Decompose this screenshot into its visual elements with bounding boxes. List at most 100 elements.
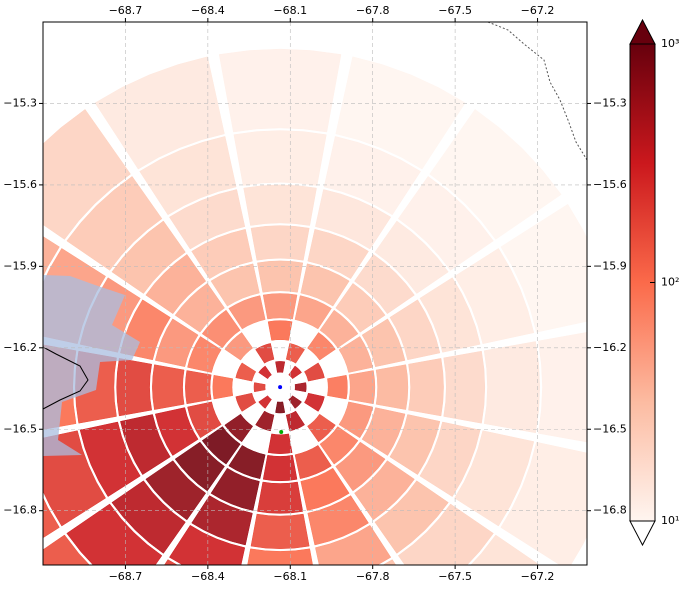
- field-cell: [374, 480, 449, 554]
- y-tick-label: −16.8: [593, 504, 627, 517]
- x-tick-label: −67.8: [356, 4, 390, 17]
- x-tick-label: −68.4: [191, 570, 225, 583]
- field-cell: [338, 336, 374, 373]
- colorbar: 10¹ 10² 10³: [629, 18, 679, 547]
- y-tick-label: −15.9: [3, 259, 37, 272]
- x-tick-label: −68.7: [109, 570, 143, 583]
- field-cell: [212, 375, 234, 400]
- field-cell: [300, 467, 350, 511]
- field-layer: [43, 48, 587, 565]
- field-cell: [419, 421, 481, 497]
- field-cell: [120, 414, 171, 475]
- field-cell: [335, 56, 466, 170]
- field-cell: [228, 295, 266, 330]
- field-cell: [470, 534, 541, 565]
- x-tick-label: −68.7: [109, 4, 143, 17]
- field-cell: [255, 343, 275, 364]
- colorbar-tick-label: 10³: [661, 37, 679, 50]
- field-cell: [174, 441, 225, 492]
- field-cell: [111, 480, 186, 554]
- field-cell: [315, 524, 392, 565]
- x-tick-label: −68.4: [191, 4, 225, 17]
- field-cell: [397, 503, 494, 565]
- field-cell: [201, 426, 241, 465]
- field-cell: [315, 189, 392, 250]
- field-cell: [262, 293, 298, 320]
- field-cell: [483, 341, 540, 434]
- field-cell: [304, 362, 325, 382]
- field-cell: [294, 295, 332, 330]
- field-cell: [43, 534, 90, 565]
- border-dotted: [487, 22, 587, 161]
- field-cell: [335, 441, 386, 492]
- field-cell: [258, 365, 272, 380]
- field-cell: [185, 370, 212, 405]
- field-cell: [374, 220, 449, 294]
- field-cell: [253, 382, 266, 393]
- y-tick-label: −15.9: [593, 259, 627, 272]
- y-tick-label: −16.5: [3, 422, 37, 435]
- field-cell: [538, 332, 587, 443]
- y-tick-label: −16.2: [3, 341, 37, 354]
- field-cell: [187, 401, 222, 439]
- field-cell: [235, 392, 257, 412]
- field-cell: [191, 495, 253, 546]
- field-cell: [454, 248, 535, 344]
- field-cell: [397, 176, 494, 271]
- field-cell: [285, 343, 305, 364]
- field-cell: [218, 48, 342, 133]
- field-cell: [267, 320, 293, 341]
- y-tick-label: −15.3: [3, 96, 37, 109]
- field-cell: [43, 497, 60, 539]
- field-cell: [327, 375, 348, 400]
- field-cell: [288, 395, 302, 409]
- field-cell: [354, 254, 415, 315]
- x-tick-label: −68.1: [273, 570, 307, 583]
- field-cell: [300, 263, 350, 307]
- field-cell: [275, 361, 286, 373]
- colorbar-extend-max: [629, 18, 656, 45]
- colorbar-tick-label: 10²: [661, 276, 679, 289]
- colorbar-extend-min: [629, 520, 656, 547]
- field-cell: [235, 362, 257, 382]
- field-cell: [116, 358, 152, 417]
- field-cell: [285, 410, 305, 432]
- field-cell: [255, 410, 275, 432]
- field-cell: [257, 260, 304, 293]
- axes: −68.7 −68.7 −68.4 −68.4 −68.1 −68.1 −67.8 −67.8…: [3, 4, 626, 583]
- field-cell: [307, 332, 336, 361]
- field-cell: [66, 503, 163, 565]
- field-cell: [164, 559, 178, 565]
- field-cell: [288, 365, 302, 380]
- field-cell: [111, 220, 186, 294]
- x-tick-label: −67.5: [438, 4, 472, 17]
- y-tick-label: −15.6: [3, 178, 37, 191]
- plot-frame: [42, 21, 588, 566]
- field-cell: [94, 56, 225, 170]
- station-point: [278, 385, 283, 390]
- field-cell: [304, 392, 325, 412]
- field-cell: [233, 130, 327, 186]
- x-tick-label: −67.5: [438, 570, 472, 583]
- field-cell: [152, 364, 185, 410]
- field-cell: [294, 382, 307, 393]
- basemap: [43, 22, 587, 456]
- colorbar-tick-label: 10¹: [661, 514, 679, 527]
- field-cell: [408, 358, 444, 417]
- field-cell: [154, 407, 199, 456]
- field-cell: [43, 109, 131, 240]
- lake: [43, 275, 140, 456]
- y-tick-label: −16.8: [3, 504, 37, 517]
- border: [43, 346, 89, 410]
- field-cell: [201, 309, 241, 349]
- field-cell: [243, 184, 317, 226]
- y-tick-label: −16.2: [593, 341, 627, 354]
- y-tick-label: −15.6: [593, 178, 627, 191]
- field-cell: [348, 370, 376, 405]
- field-cell: [250, 225, 310, 261]
- field-cell: [294, 445, 332, 480]
- field-cell: [169, 524, 246, 565]
- field-cell: [389, 299, 441, 361]
- field-cell: [323, 136, 421, 216]
- field-cell: [187, 336, 222, 373]
